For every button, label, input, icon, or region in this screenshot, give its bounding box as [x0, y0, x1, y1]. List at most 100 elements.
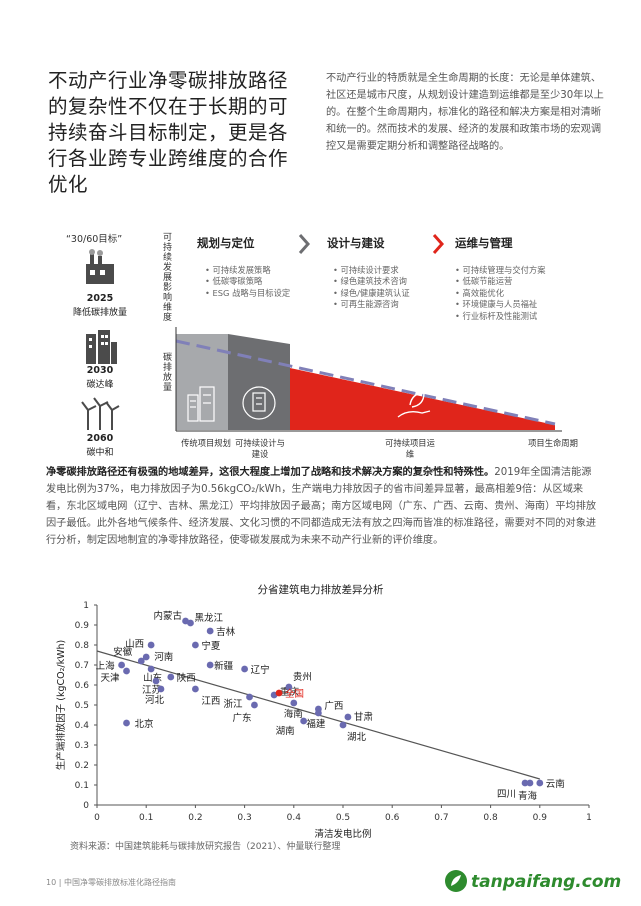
goal-year-2060: 2060 — [86, 433, 114, 444]
goal-label-2025: 降低碳排放量 — [72, 308, 127, 318]
y-tick-label: 0.6 — [75, 681, 90, 691]
data-point — [275, 689, 283, 697]
y-tick-label: 0.4 — [75, 721, 90, 731]
intro-paragraph: 不动产行业的特质就是全生命周期的长度：无论是单体建筑、社区还是城市尺度，从规划设… — [326, 73, 604, 152]
wind-turbine-icon — [81, 397, 120, 430]
y-tick-label: 0.3 — [75, 741, 89, 751]
data-point — [536, 779, 544, 787]
bullet: 低碳零碳策略 — [205, 276, 315, 287]
traditional-planning-area — [176, 334, 228, 430]
impact-dimension-label: 可持续发展影响维度 — [161, 232, 171, 322]
data-point-label: 全国 — [285, 688, 304, 700]
stage-title-planning: 规划与定位 — [197, 236, 255, 250]
bullet: 可持续管理与交付方案 — [455, 265, 585, 276]
axis-label-design: 可持续设计与建设 — [235, 438, 285, 459]
data-point — [285, 683, 293, 691]
bullet: 低碳节能运营 — [455, 276, 585, 287]
axis-label-operation: 可持续项目运维 — [385, 438, 435, 459]
scatter-chart: 0 0.1 0.2 0.3 0.4 0.5 0.6 0.7 0.8 0.9 1 0 0.1 0.2 0.3 0… — [55, 601, 592, 838]
data-point-label: 陕西 — [177, 672, 196, 684]
data-point-label: 天津 — [101, 673, 121, 684]
x-tick-label: 0.6 — [385, 813, 400, 823]
data-point — [339, 721, 347, 729]
stage-title-operation: 运维与管理 — [455, 236, 513, 250]
bullet: 高效能优化 — [455, 288, 585, 299]
data-point-label: 山西 — [125, 639, 144, 650]
data-point-label: 甘肃 — [354, 711, 373, 723]
para-bold: 净零碳排放路径还有极强的地域差异，这很大程度上增加了战略和技术解决方案的复杂性和… — [46, 467, 495, 478]
data-point — [152, 677, 160, 685]
data-point-label: 湖南 — [276, 725, 295, 737]
goal-label-2030: 碳达峰 — [86, 380, 114, 390]
data-point — [206, 661, 214, 669]
data-point-label: 黑龙江 — [194, 612, 223, 624]
stage-bullets-operation: 可持续管理与交付方案 低碳节能运营 高效能优化 环境健康与人员福祉 行业标杆及性… — [455, 265, 585, 322]
design-build-area — [228, 334, 290, 430]
data-point — [167, 673, 175, 681]
x-tick-label: 0.2 — [188, 813, 202, 823]
data-point-label: 内蒙古 — [154, 610, 183, 622]
y-tick-label: 0.2 — [75, 761, 89, 771]
buildings-icon — [86, 330, 117, 364]
site-logo-text[interactable]: tanpaifang.com — [471, 872, 622, 892]
x-axis-label: 清洁发电比例 — [314, 828, 371, 838]
data-point — [147, 665, 155, 673]
reference-dashed-line — [175, 339, 556, 426]
y-axis-label: 生产端排放因子 (kgCO₂/kWh) — [55, 640, 67, 771]
data-point-label: 云南 — [546, 778, 565, 790]
data-point-label: 上海 — [96, 660, 116, 672]
stage-bullets-planning: 可持续发展策略 低碳零碳策略 ESG 战略与目标设定 — [205, 265, 315, 299]
data-point-label: 湖北 — [347, 732, 367, 743]
factory-icon — [86, 249, 114, 284]
data-point — [251, 701, 258, 709]
data-point-label: 重庆 — [280, 686, 300, 698]
axis-label-traditional: 传统项目规划 — [181, 438, 231, 448]
page-headline: 不动产行业净零碳排放路径的复杂性不仅在于长期的可持续奋斗目标制定，更是各行各业跨… — [48, 69, 289, 196]
axis-label-lifecycle: 项目生命周期 — [528, 438, 578, 448]
x-tick-label: 0.7 — [434, 813, 448, 823]
data-point — [123, 719, 130, 727]
data-point — [192, 685, 199, 693]
data-point-label: 福建 — [306, 718, 326, 730]
data-point — [142, 653, 150, 661]
emission-curve-diagram — [175, 327, 562, 432]
site-logo-icon — [445, 870, 467, 892]
data-point-label: 浙江 — [224, 698, 244, 710]
bullet: 绿色建筑技术咨询 — [333, 276, 443, 287]
y-tick-label: 0 — [83, 801, 89, 811]
recycle-building-icon — [242, 386, 276, 420]
data-point-label: 贵州 — [293, 671, 312, 683]
data-point — [344, 713, 352, 721]
x-tick-label: 0.1 — [139, 813, 153, 823]
data-point-label: 河南 — [154, 651, 173, 663]
x-tick-label: 0 — [94, 813, 100, 823]
emission-label: 碳排放量 — [161, 352, 171, 392]
data-point — [137, 657, 145, 665]
x-tick-label: 1 — [586, 813, 592, 823]
data-point — [187, 619, 194, 627]
data-point — [206, 627, 214, 635]
y-tick-label: 1 — [83, 601, 89, 611]
goal-label-2060: 碳中和 — [86, 448, 114, 458]
data-point-label: 江西 — [201, 696, 220, 707]
chevron-right-icon — [298, 234, 311, 254]
data-point — [300, 717, 308, 725]
data-point-label: 山东 — [143, 672, 162, 684]
bullet: 可再生能源咨询 — [333, 299, 443, 310]
data-point-label: 海南 — [284, 708, 303, 720]
goal-title: “30/60目标” — [66, 234, 123, 245]
data-point — [147, 641, 155, 649]
data-point-label: 新疆 — [214, 660, 234, 672]
data-point — [246, 693, 253, 701]
y-tick-label: 0.1 — [75, 781, 89, 791]
data-point — [157, 685, 165, 693]
chart-title: 分省建筑电力排放差异分析 — [257, 584, 384, 596]
stage-bullets-design: 可持续设计要求 绿色建筑技术咨询 绿色/健康建筑认证 可再生能源咨询 — [333, 265, 443, 311]
x-tick-label: 0.8 — [483, 813, 498, 823]
bullet: 可持续设计要求 — [333, 265, 443, 276]
body-paragraph: 净零碳排放路径还有极强的地域差异，这很大程度上增加了战略和技术解决方案的复杂性和… — [46, 464, 601, 549]
data-point — [315, 709, 322, 717]
data-point-label: 河北 — [145, 694, 165, 706]
data-point-label: 宁夏 — [201, 640, 221, 652]
para-rest: 2019年全国清洁能源发电比例为37%，电力排放因子为0.56kgCO₂/kWh… — [46, 467, 597, 546]
